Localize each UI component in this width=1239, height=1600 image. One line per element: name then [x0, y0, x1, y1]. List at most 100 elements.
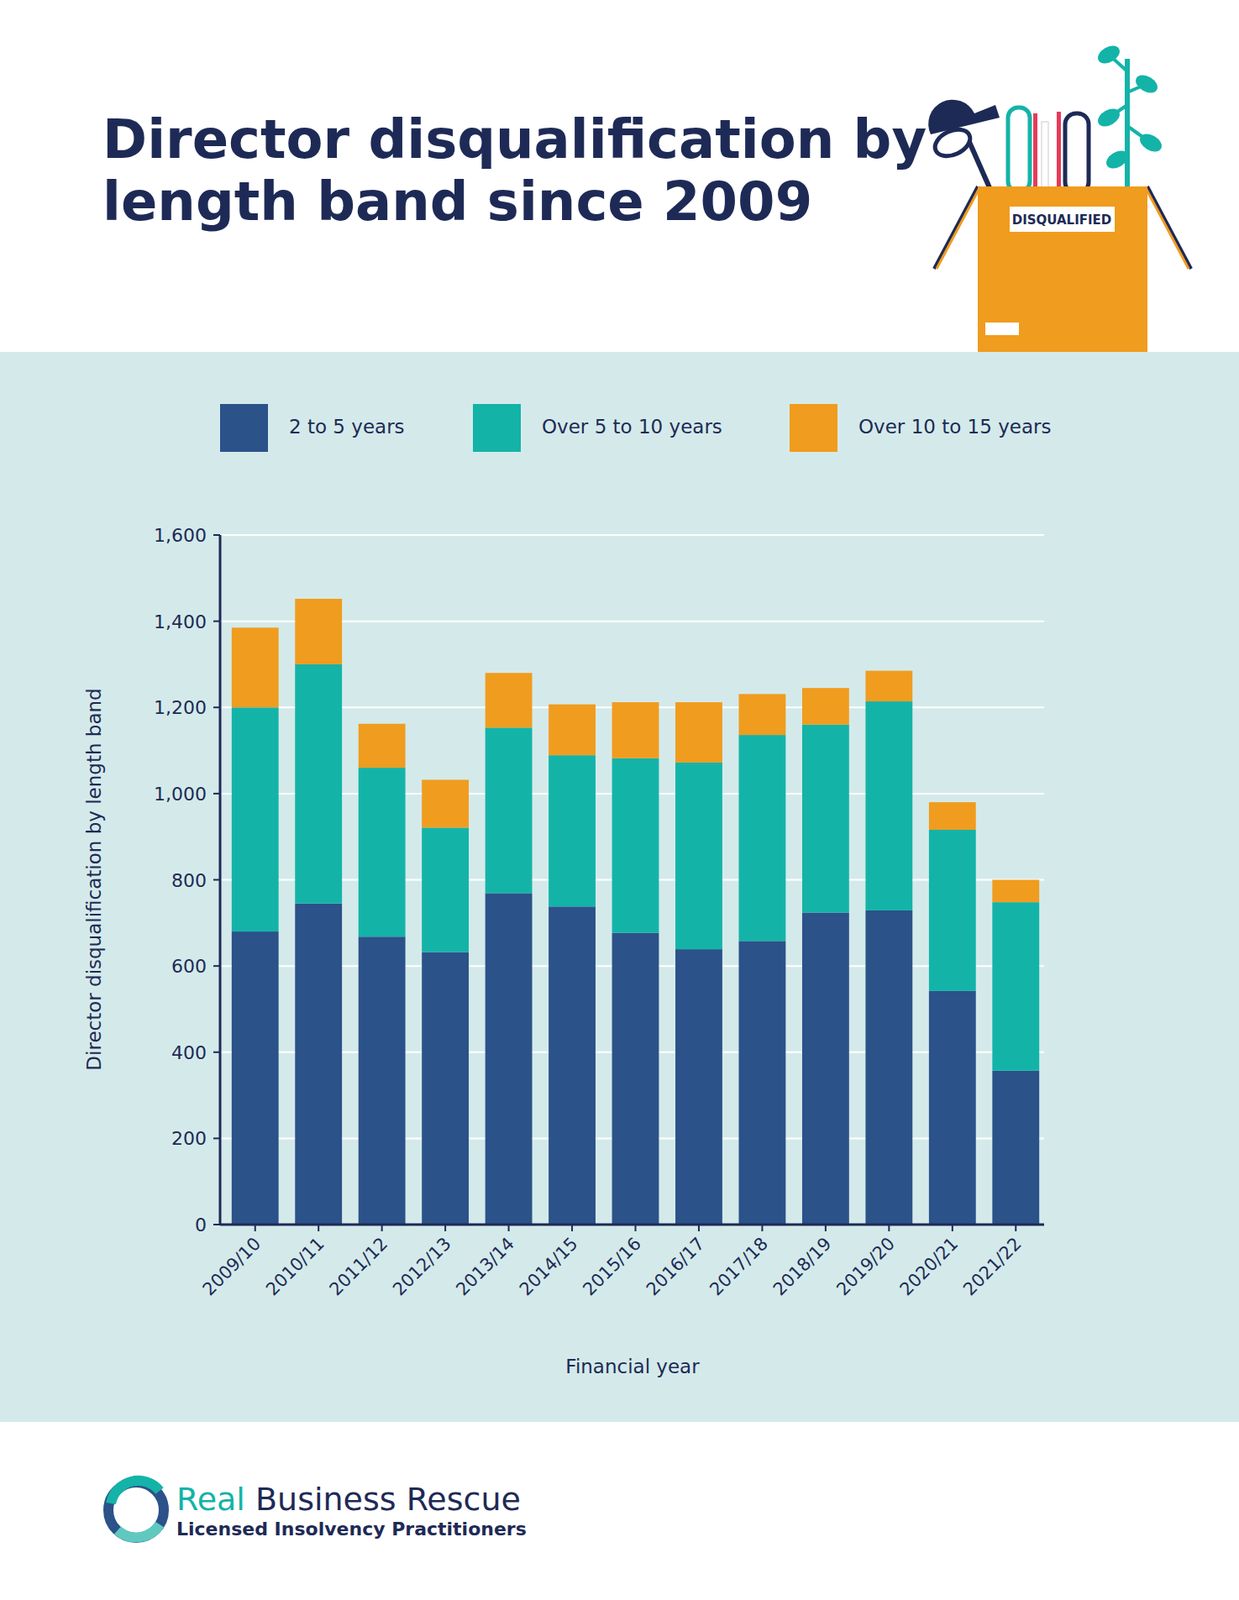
box-sticker	[985, 322, 1019, 336]
bar-segment	[802, 724, 850, 914]
bar-segment	[485, 892, 533, 1225]
x-tick-label: 2012/13	[388, 1233, 456, 1301]
bar-segment	[358, 767, 406, 937]
bar-segment	[739, 940, 787, 1225]
grid-line	[220, 1223, 1045, 1226]
y-tick-label: 200	[171, 1128, 207, 1150]
bar-segment	[358, 724, 406, 768]
x-axis-title: Financial year	[565, 1355, 700, 1378]
box-flap	[934, 186, 978, 269]
bar-segment	[612, 702, 660, 759]
bar-segment	[485, 672, 533, 728]
y-tick-label: 1,600	[153, 525, 207, 546]
tick-mark	[887, 1224, 890, 1232]
brand-tagline: Licensed Insolvency Practitioners	[176, 1518, 527, 1540]
legend-label: 2 to 5 years	[288, 415, 405, 438]
bar-segment	[992, 902, 1040, 1071]
x-tick-label: 2018/19	[769, 1233, 836, 1301]
grid-line	[220, 534, 1045, 536]
bar-segment	[865, 701, 913, 911]
legend-item: 2 to 5 years	[220, 404, 405, 452]
tick-mark	[254, 1224, 257, 1232]
tick-mark	[951, 1224, 954, 1232]
bar-segment	[739, 735, 787, 941]
logo-ring	[117, 1524, 160, 1538]
book	[1033, 113, 1038, 194]
bar-segment	[612, 933, 660, 1225]
brand-name-part: Business Rescue	[255, 1480, 521, 1518]
x-tick-label: 2013/14	[451, 1233, 519, 1301]
background	[0, 0, 1239, 1600]
legend-swatch	[472, 404, 521, 452]
bar-segment	[802, 912, 850, 1225]
logo: Real Business RescueLicensed Insolvency …	[108, 1480, 527, 1540]
x-tick-label: 2021/22	[959, 1233, 1026, 1301]
legend-item: Over 5 to 10 years	[472, 404, 723, 452]
bar-segment	[358, 936, 406, 1225]
box-label	[1009, 206, 1115, 232]
brand-name: Real Business Rescue	[176, 1480, 521, 1518]
brand-name-part: Real	[176, 1480, 256, 1518]
legend-item: Over 10 to 15 years	[789, 404, 1051, 452]
bar-segment	[675, 762, 723, 950]
tick-mark	[698, 1224, 700, 1232]
bar-segment	[294, 903, 342, 1225]
bar-segment	[865, 671, 913, 702]
bar-segment	[231, 627, 279, 708]
box-flap	[1147, 186, 1192, 269]
legend-label: Over 5 to 10 years	[541, 415, 723, 438]
x-tick-label: 2016/17	[642, 1233, 709, 1301]
bar-segment	[421, 952, 469, 1225]
y-tick-label: 400	[171, 1042, 207, 1064]
legend-swatch	[220, 404, 268, 452]
title-line: Director disqualification by	[102, 108, 927, 171]
title-line: length band since 2009	[102, 170, 813, 233]
bar-segment	[485, 727, 533, 893]
bar-segment	[421, 827, 469, 952]
x-tick-label: 2019/20	[832, 1233, 899, 1301]
box-flap	[1144, 186, 1189, 269]
y-tick-label: 0	[194, 1214, 207, 1236]
bar-segment	[231, 707, 279, 932]
x-tick-label: 2009/10	[199, 1233, 266, 1301]
box-label-text: DISQUALIFIED	[1012, 212, 1113, 228]
tick-mark	[824, 1224, 827, 1232]
y-tick-label: 600	[171, 955, 207, 977]
book	[1008, 107, 1030, 192]
bar-segment	[929, 802, 977, 830]
bar-segment	[231, 931, 279, 1225]
bar-segment	[739, 693, 787, 735]
grid-line	[220, 620, 1045, 623]
tick-mark	[635, 1224, 637, 1232]
bar-segment	[612, 758, 660, 934]
book	[1065, 113, 1089, 194]
bar-segment	[675, 702, 723, 763]
y-tick-label: 1,200	[153, 697, 207, 719]
y-axis	[219, 535, 222, 1225]
x-tick-label: 2014/15	[515, 1233, 583, 1301]
tick-mark	[508, 1224, 510, 1232]
bar-segment	[548, 755, 596, 907]
legend-swatch	[789, 404, 838, 452]
tick-mark	[761, 1224, 763, 1232]
bar-segment	[294, 664, 342, 904]
tick-mark	[317, 1224, 320, 1232]
bar-segment	[992, 1071, 1040, 1225]
bar-segment	[992, 880, 1040, 903]
bar-segment	[548, 704, 596, 756]
bars	[231, 598, 1040, 1225]
bar-segment	[548, 906, 596, 1225]
y-axis-title: Director disqualification by length band	[83, 687, 105, 1071]
x-axis	[220, 1223, 1045, 1227]
tick-mark	[571, 1224, 573, 1232]
bar-segment	[675, 949, 723, 1225]
logo-ring	[110, 1480, 160, 1504]
x-tick-label: 2015/16	[578, 1233, 646, 1301]
plant-branch	[1108, 54, 1151, 143]
lamp-shade	[930, 124, 975, 162]
x-tick-label: 2010/11	[262, 1233, 329, 1301]
bar-segment	[929, 991, 977, 1225]
bar-segment	[294, 598, 342, 665]
box	[977, 186, 1148, 352]
bar-segment	[421, 779, 469, 828]
